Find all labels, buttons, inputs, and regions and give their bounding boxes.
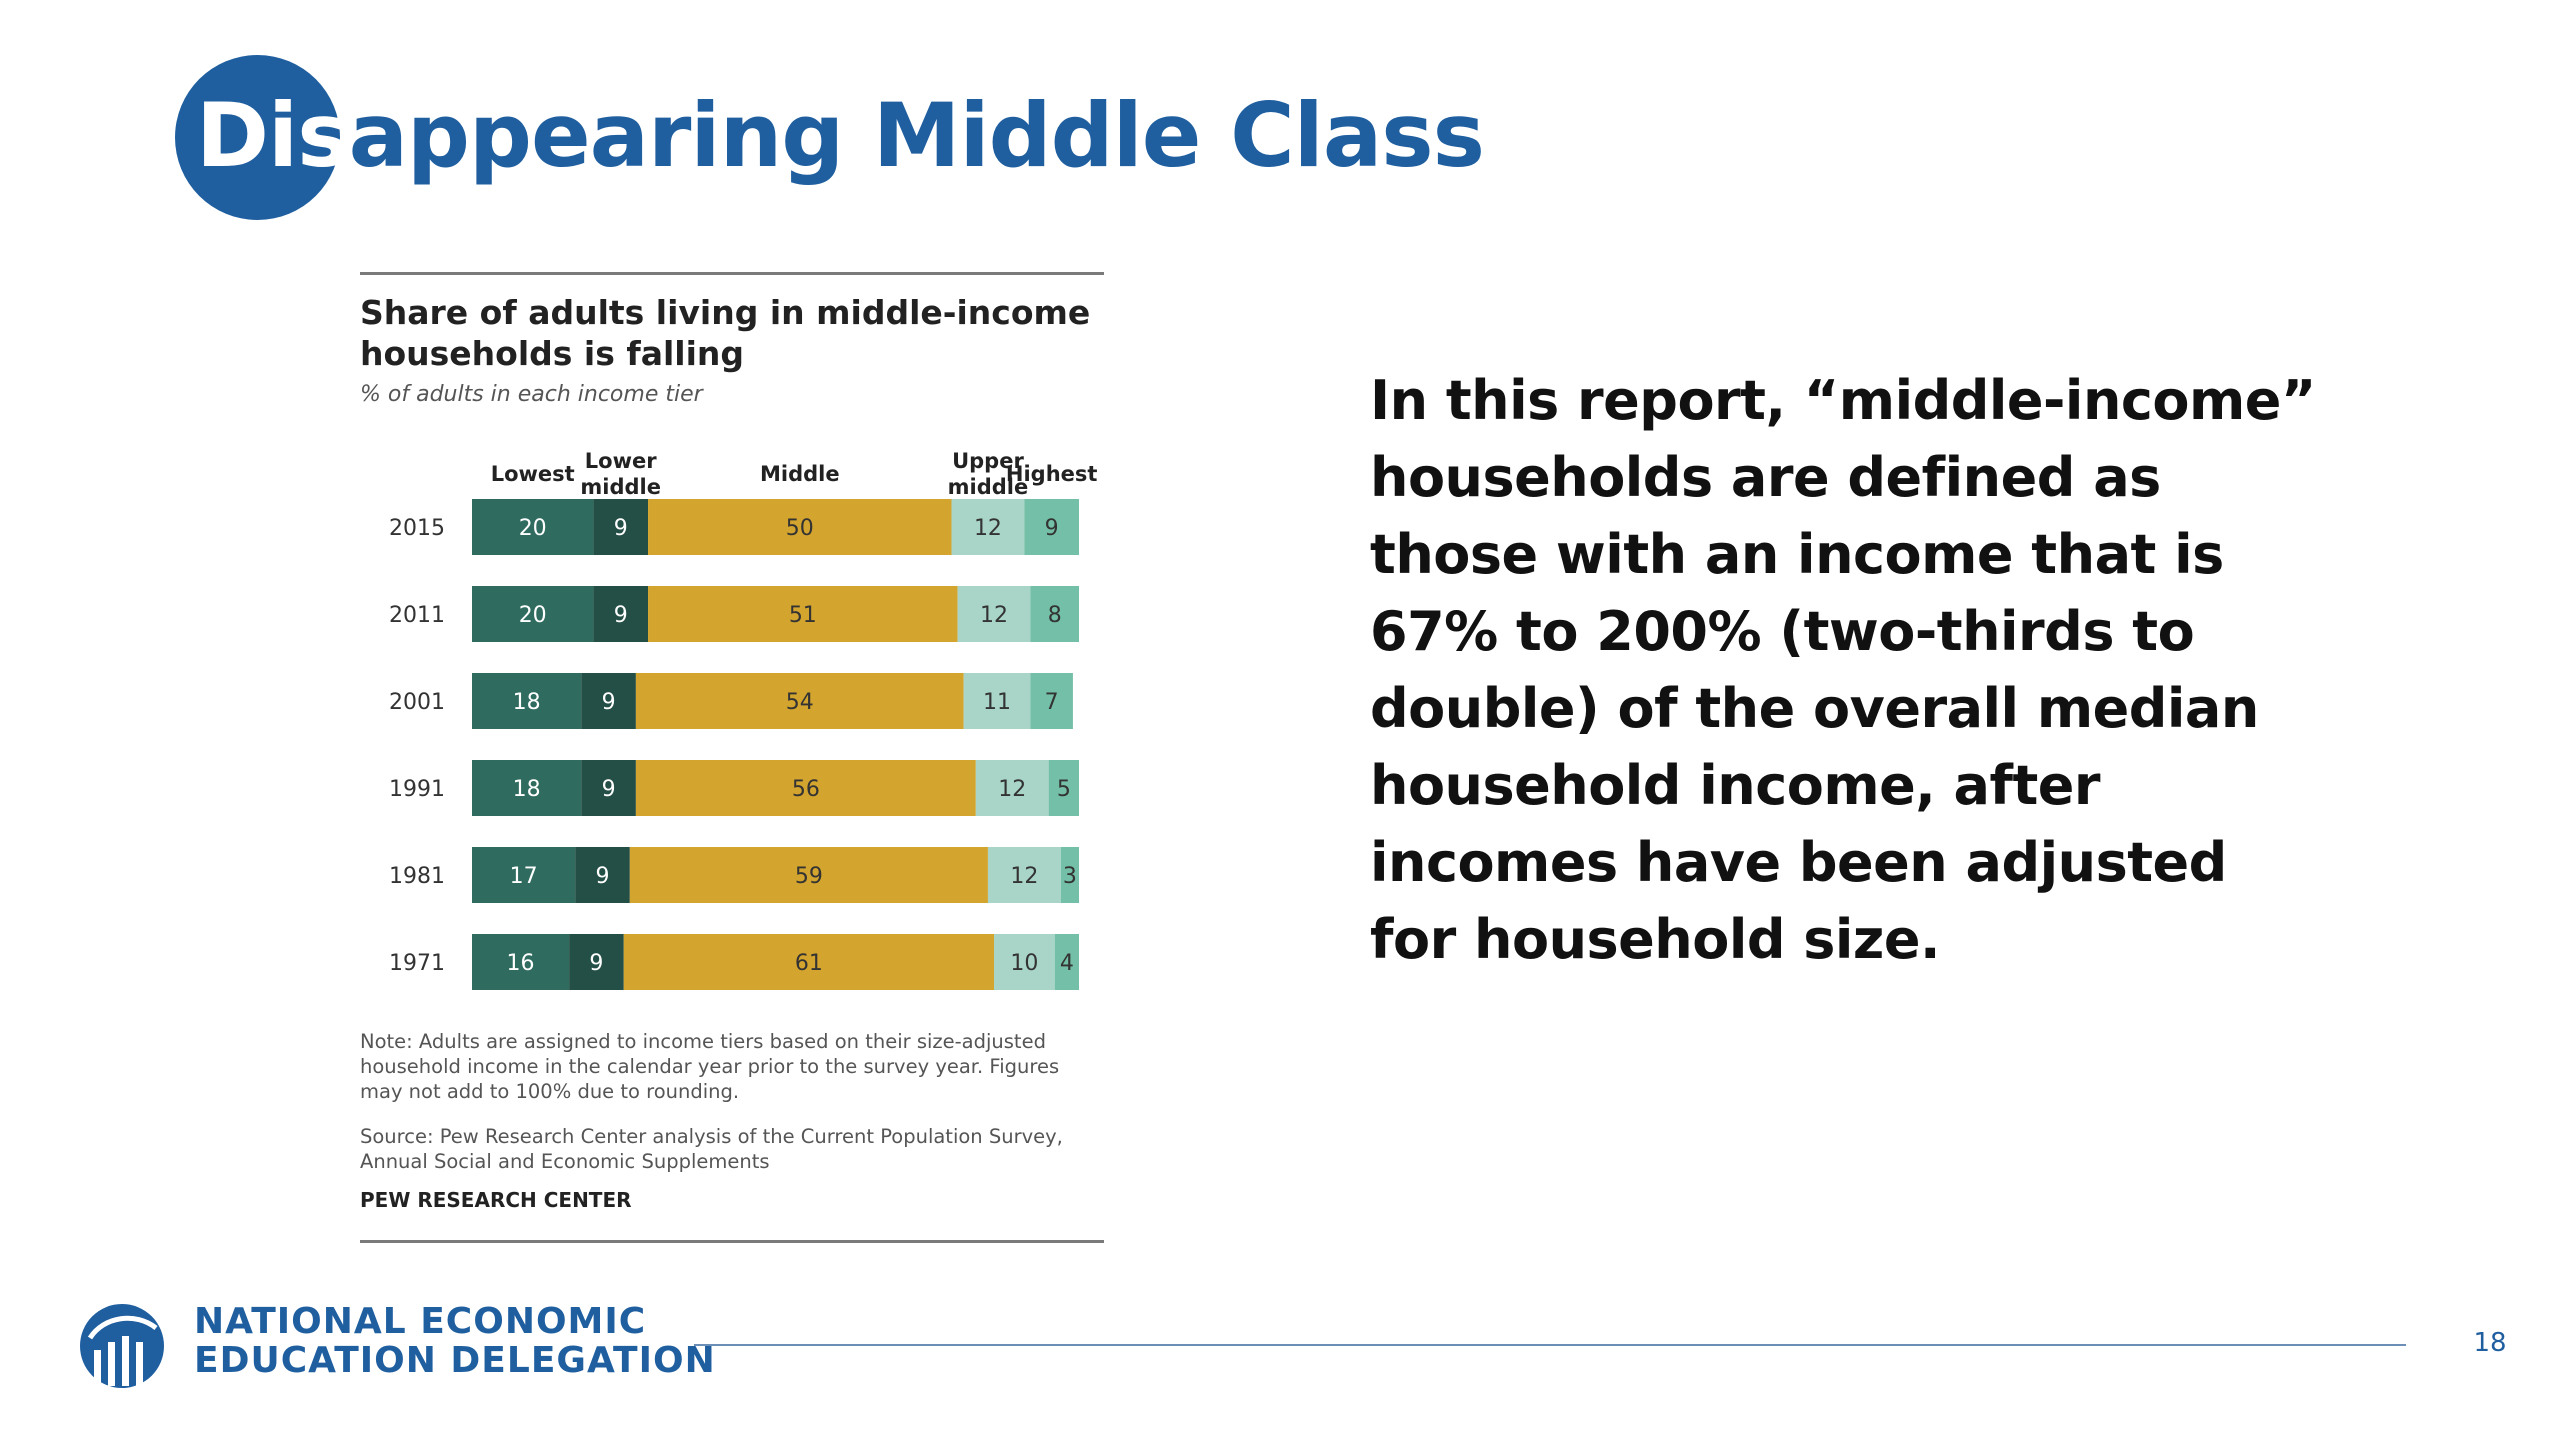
bar-segment (629, 847, 988, 903)
ned-logo-icon (80, 1304, 164, 1388)
chart-note: Note: Adults are assigned to income tier… (360, 1030, 1060, 1103)
bar-value-label: 59 (795, 864, 823, 889)
bar-segment (963, 673, 1031, 729)
tier-header: Middle (760, 462, 840, 486)
bar-segment (1024, 499, 1079, 555)
year-label: 1981 (389, 864, 445, 889)
bar-segment (472, 499, 594, 555)
bar-segment (623, 934, 995, 990)
tier-header: Lowest (491, 462, 575, 486)
bar-value-label: 9 (596, 864, 610, 889)
title-accent-circle (175, 55, 340, 220)
bar-segment (635, 673, 964, 729)
bar-value-label: 20 (519, 516, 547, 541)
bar-segment (593, 499, 649, 555)
bar-segment (472, 760, 582, 816)
bar-segment (648, 499, 952, 555)
bar-segment (1030, 586, 1079, 642)
bar-value-label: 9 (602, 690, 616, 715)
bar-value-label: 12 (1010, 864, 1038, 889)
tier-header: Highest (1006, 462, 1098, 486)
bar-value-label: 18 (513, 777, 541, 802)
bar-segment (1060, 847, 1079, 903)
tier-header: Lower middle (580, 449, 661, 499)
chart-bottom-rule (360, 1240, 1104, 1243)
bar-value-label: 51 (789, 603, 817, 628)
bar-segment (648, 586, 958, 642)
tier-header: Upper middle (948, 449, 1029, 499)
chart-credit: PEW RESEARCH CENTER (360, 1188, 632, 1212)
slide-title-lead: Dis (196, 84, 350, 187)
bar-segment (593, 586, 649, 642)
bar-value-label: 3 (1063, 864, 1077, 889)
bar-value-label: 8 (1048, 603, 1062, 628)
bar-segment (635, 760, 976, 816)
bar-segment (575, 847, 630, 903)
bar-value-label: 5 (1057, 777, 1071, 802)
chart-figure: Share of adults living in middle-income … (360, 272, 1104, 1244)
bar-value-label: 16 (507, 951, 535, 976)
org-name-line1: NATIONAL ECONOMIC (194, 1301, 647, 1342)
bar-segment (581, 673, 636, 729)
bar-value-label: 50 (786, 516, 814, 541)
bar-value-label: 20 (519, 603, 547, 628)
chart-subtitle: % of adults in each income tier (360, 382, 703, 407)
bar-segment (957, 586, 1031, 642)
chart-title: Share of adults living in middle-income … (360, 293, 1091, 373)
bar-segment (472, 673, 582, 729)
bar-value-label: 12 (980, 603, 1008, 628)
bar-segment (1048, 760, 1079, 816)
bar-value-label: 9 (614, 603, 628, 628)
year-label: 2001 (389, 690, 445, 715)
bar-value-label: 18 (513, 690, 541, 715)
year-label: 2015 (389, 516, 445, 541)
footer-divider (694, 1344, 2406, 1346)
bar-value-label: 9 (1045, 516, 1059, 541)
bar-segment (1054, 934, 1079, 990)
bar-value-label: 4 (1060, 951, 1074, 976)
bar-value-label: 7 (1045, 690, 1059, 715)
bar-segment (472, 586, 594, 642)
year-label: 1991 (389, 777, 445, 802)
decorative-dot-pattern (2100, 0, 2560, 420)
slide-title: Disappearing Middle Class (196, 76, 1485, 196)
bar-value-label: 56 (792, 777, 820, 802)
year-label: 2011 (389, 603, 445, 628)
bar-segment (951, 499, 1025, 555)
bar-segment (472, 847, 576, 903)
middle-income-definition: In this report, “middle-income” househol… (1370, 369, 2316, 971)
bar-value-label: 12 (998, 777, 1026, 802)
bar-segment (472, 934, 570, 990)
page-number: 18 (2473, 1328, 2507, 1358)
bar-value-label: 54 (786, 690, 814, 715)
bar-value-label: 10 (1010, 951, 1038, 976)
bar-segment (569, 934, 624, 990)
bar-value-label: 9 (602, 777, 616, 802)
bar-value-label: 61 (795, 951, 823, 976)
slide-title-rest: appearing Middle Class (348, 84, 1485, 187)
bar-segment (987, 847, 1061, 903)
bar-value-label: 9 (589, 951, 603, 976)
bar-value-label: 11 (983, 690, 1011, 715)
bar-value-label: 9 (614, 516, 628, 541)
chart-source: Source: Pew Research Center analysis of … (360, 1125, 1063, 1173)
chart-top-rule (360, 272, 1104, 275)
bar-segment (1030, 673, 1073, 729)
year-label: 1971 (389, 951, 445, 976)
org-name: NATIONAL ECONOMIC EDUCATION DELEGATION (194, 1302, 716, 1380)
bar-segment (994, 934, 1055, 990)
bar-value-label: 12 (974, 516, 1002, 541)
bar-value-label: 17 (510, 864, 538, 889)
org-name-line2: EDUCATION DELEGATION (194, 1340, 716, 1381)
bar-segment (975, 760, 1049, 816)
bar-segment (581, 760, 636, 816)
